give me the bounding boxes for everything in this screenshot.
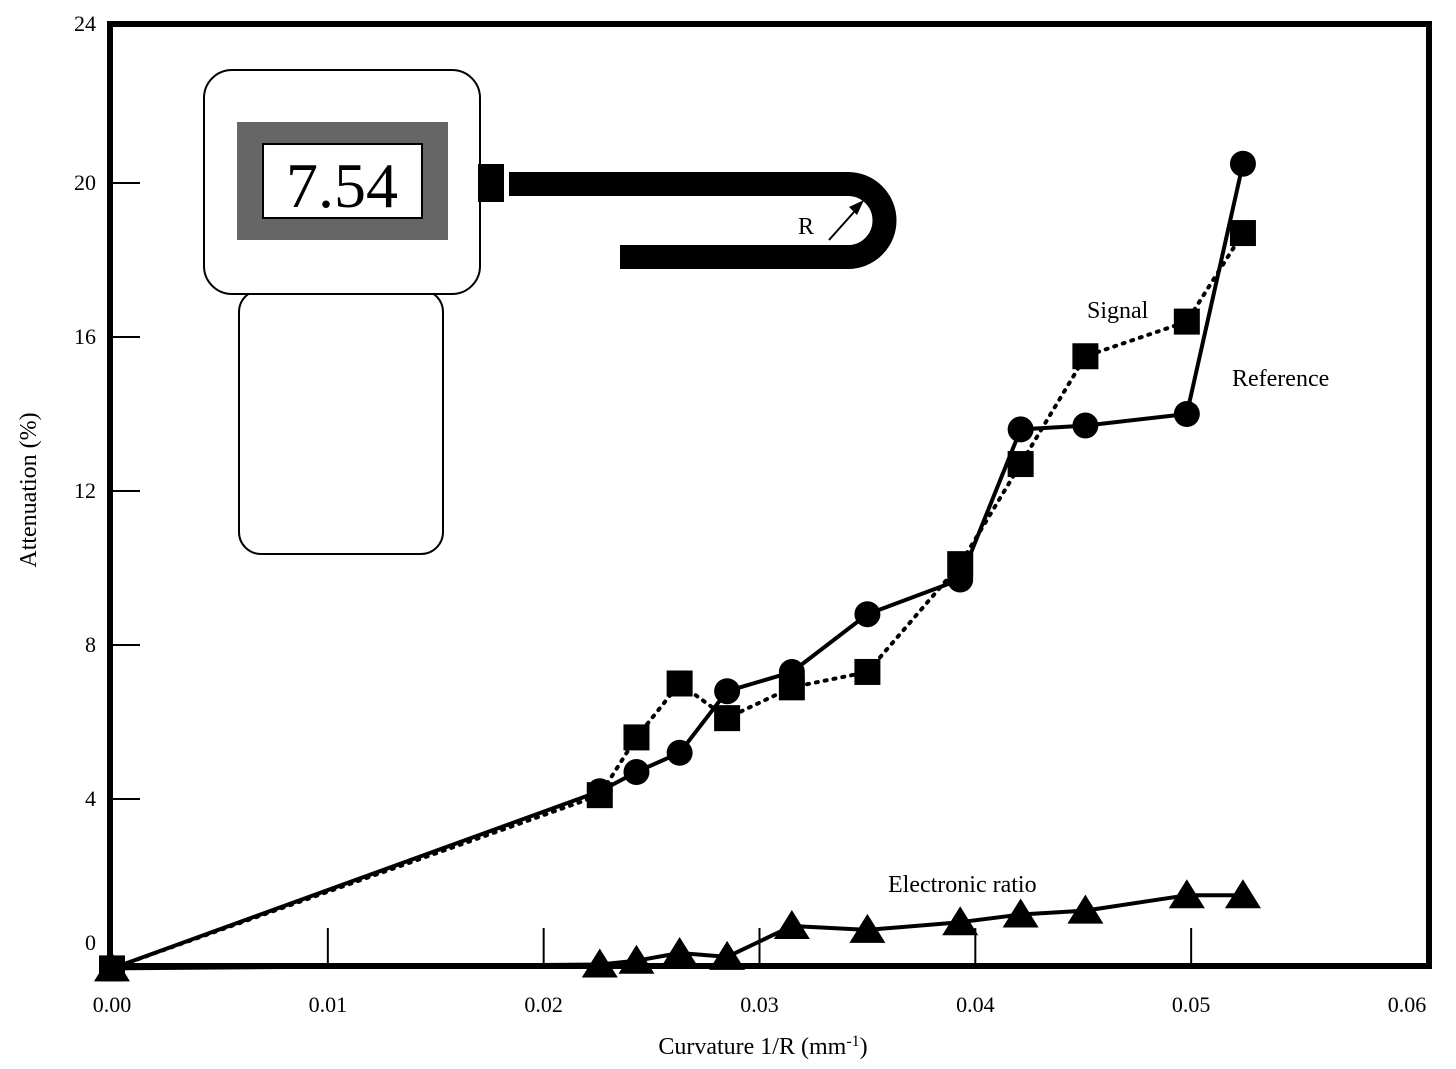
marker-reference [1173, 401, 1200, 427]
radius-arrow-head [849, 200, 864, 215]
plot-frame [107, 21, 1432, 969]
series-layer [94, 150, 1261, 982]
x-axis-title: Curvature 1/R (mm-1) [658, 1033, 867, 1061]
marker-reference [1007, 416, 1034, 443]
marker-signal [854, 658, 881, 685]
marker-electronic-ratio [661, 937, 698, 966]
fiber-connector [478, 164, 504, 202]
x-tick-label: 0.06 [1388, 992, 1427, 1017]
marker-signal [778, 674, 805, 701]
marker-electronic-ratio [709, 940, 746, 970]
y-tick-label: 12 [74, 478, 96, 503]
series-label-reference: Reference [1232, 366, 1329, 392]
marker-reference [1072, 412, 1099, 439]
marker-electronic-ratio [581, 948, 618, 978]
marker-reference [714, 678, 741, 705]
marker-signal [1007, 451, 1034, 478]
x-tick-label: 0.02 [524, 992, 563, 1017]
meter-illustration: 7.54 R [203, 69, 897, 555]
y-tick-label: 8 [85, 632, 96, 657]
x-tick-label: 0.01 [309, 992, 348, 1017]
marker-reference [666, 739, 693, 766]
marker-signal [947, 551, 974, 578]
marker-electronic-ratio [94, 952, 130, 982]
y-tick-label: 4 [85, 786, 96, 811]
marker-reference [854, 601, 881, 628]
marker-electronic-ratio [942, 906, 979, 936]
x-axis-title-sup: -1 [846, 1033, 859, 1050]
marker-electronic-ratio [1002, 898, 1039, 928]
marker-electronic-ratio [773, 910, 810, 940]
y-tick-label: 20 [74, 170, 96, 195]
marker-electronic-ratio [849, 913, 886, 943]
marker-signal [1229, 220, 1256, 247]
x-tick-label: 0.05 [1172, 992, 1211, 1017]
marker-signal [1173, 308, 1200, 335]
marker-electronic-ratio [1224, 879, 1261, 909]
x-tick-label: 0.00 [93, 992, 132, 1017]
axis-tick-labels: 0.00 0.01 0.02 0.03 0.04 0.05 0.06 0 4 8 12 16 20 24 [74, 11, 1426, 1017]
bent-fiber [509, 172, 897, 269]
marker-signal [586, 782, 613, 809]
y-axis-title: Attenuation (%) [16, 412, 42, 567]
radius-label: R [798, 214, 814, 240]
marker-electronic-ratio [1067, 894, 1104, 924]
meter-display-value: 7.54 [286, 150, 398, 221]
marker-reference [1229, 150, 1256, 177]
meter-display-window [262, 143, 423, 219]
y-tick-label: 0 [85, 930, 96, 955]
series-label-signal: Signal [1087, 298, 1149, 324]
radius-arrow-line [828, 211, 855, 241]
y-tick-label: 16 [74, 324, 96, 349]
y-tick-label: 24 [74, 11, 96, 36]
x-axis-title-close: ) [860, 1034, 868, 1060]
x-tick-label: 0.03 [740, 992, 779, 1017]
marker-signal [666, 670, 693, 697]
marker-electronic-ratio [618, 944, 655, 974]
meter-handle [238, 289, 444, 555]
marker-signal [623, 724, 650, 751]
marker-reference [623, 759, 650, 786]
x-axis-title-text: Curvature 1/R (mm [658, 1034, 846, 1060]
marker-signal [714, 705, 741, 732]
marker-signal [1072, 343, 1099, 370]
x-tick-label: 0.04 [956, 992, 995, 1017]
series-label-electronic-ratio: Electronic ratio [888, 872, 1037, 898]
marker-electronic-ratio [1168, 879, 1205, 909]
